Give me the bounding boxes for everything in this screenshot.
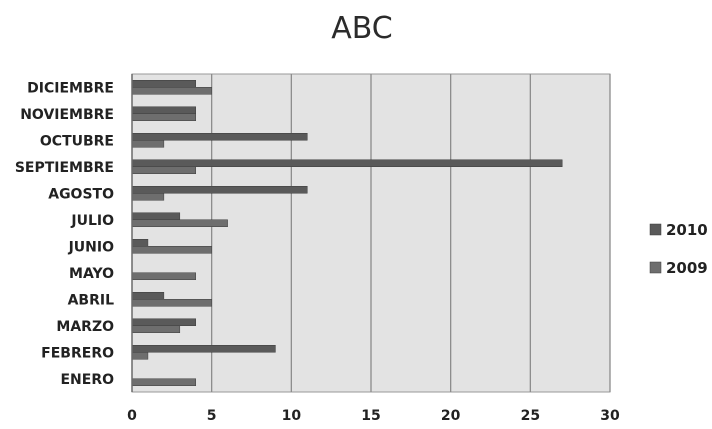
- bar-2010-marzo: [131, 318, 196, 326]
- x-tick-label: 0: [127, 408, 137, 424]
- bar-2009-enero: [131, 378, 196, 386]
- category-label: MARZO: [56, 319, 114, 335]
- legend-swatch: [649, 223, 662, 236]
- bar-2009-abril: [131, 299, 212, 307]
- bar-2009-febrero: [131, 352, 149, 360]
- x-tick-label: 15: [361, 408, 380, 424]
- category-label: NOVIEMBRE: [20, 107, 114, 123]
- bar-2009-octubre: [131, 140, 165, 148]
- bar-2010-abril: [131, 292, 165, 300]
- bar-2010-noviembre: [131, 106, 196, 114]
- bar-2009-septiembre: [131, 166, 196, 174]
- legend-label: 2009: [666, 259, 708, 277]
- bar-2010-julio: [131, 212, 181, 220]
- category-labels: ENERO FEBRERO MARZO ABRIL MAYO JUNIO JULIO AGOS…: [15, 80, 114, 388]
- grid-lines: [211, 74, 611, 392]
- category-label: OCTUBRE: [40, 133, 114, 149]
- bar-2010-octubre: [131, 133, 308, 141]
- x-tick-label: 20: [441, 408, 461, 424]
- category-label: AGOSTO: [48, 186, 114, 202]
- legend-swatch: [649, 261, 662, 274]
- category-label: ENERO: [60, 372, 114, 388]
- bar-2009-mayo: [131, 272, 196, 280]
- bar-2010-diciembre: [131, 80, 196, 88]
- bar-2009-junio: [131, 246, 212, 254]
- bar-2009-marzo: [131, 325, 181, 333]
- chart-title: ABC: [331, 11, 393, 46]
- bar-2009-julio: [131, 219, 228, 227]
- category-label: FEBRERO: [41, 345, 114, 361]
- bar-2010-septiembre: [131, 159, 563, 167]
- bar-2009-noviembre: [131, 113, 196, 121]
- x-tick-labels: 0 5 10 15 20 25 30: [127, 408, 620, 424]
- legend: 2010 2009: [649, 221, 708, 277]
- x-tick-label: 25: [521, 408, 540, 424]
- category-label: JULIO: [70, 213, 114, 229]
- bar-2010-junio: [131, 239, 149, 247]
- bar-2010-agosto: [131, 186, 308, 194]
- x-tick-label: 5: [207, 408, 217, 424]
- category-label: SEPTIEMBRE: [15, 160, 114, 176]
- category-label: DICIEMBRE: [27, 80, 114, 96]
- bar-2009-diciembre: [131, 87, 212, 95]
- bar-2009-agosto: [131, 193, 165, 201]
- category-label: MAYO: [69, 266, 114, 282]
- category-label: ABRIL: [68, 292, 114, 308]
- category-label: JUNIO: [68, 239, 115, 255]
- x-tick-label: 30: [600, 408, 620, 424]
- x-tick-label: 10: [282, 408, 302, 424]
- legend-label: 2010: [666, 221, 708, 239]
- bar-2010-febrero: [131, 345, 276, 353]
